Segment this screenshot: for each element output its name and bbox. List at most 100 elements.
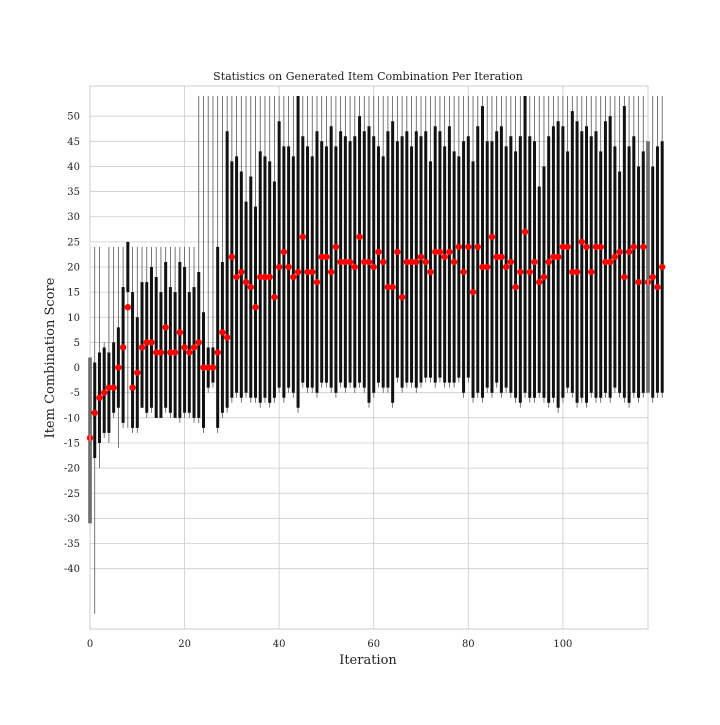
mean-marker <box>611 253 619 261</box>
mean-marker <box>460 268 467 276</box>
mean-marker <box>361 258 368 266</box>
mean-marker <box>569 268 576 276</box>
mean-marker <box>365 258 373 266</box>
mean-marker <box>157 349 165 356</box>
mean-marker <box>200 364 207 371</box>
y-tick-label: -15 <box>64 438 80 449</box>
mean-marker <box>436 248 444 256</box>
mean-marker <box>602 258 609 266</box>
mean-marker <box>323 253 330 261</box>
mean-marker <box>351 263 359 271</box>
mean-layer <box>86 228 666 442</box>
mean-marker <box>394 248 401 256</box>
mean-marker <box>214 349 221 356</box>
mean-marker <box>597 243 604 251</box>
y-tick-label: 25 <box>67 237 80 248</box>
mean-marker <box>521 228 529 236</box>
mean-marker <box>417 253 425 261</box>
mean-marker <box>257 273 264 281</box>
mean-marker <box>138 344 146 351</box>
mean-marker <box>233 273 240 281</box>
mean-marker <box>266 273 273 281</box>
mean-marker <box>96 394 103 401</box>
plot-frame <box>89 85 649 630</box>
y-tick-label: 15 <box>67 288 80 299</box>
mean-marker <box>408 258 415 266</box>
mean-marker <box>540 273 548 281</box>
y-tick-label: 20 <box>67 263 80 274</box>
mean-marker <box>649 273 656 281</box>
mean-marker <box>134 369 141 376</box>
mean-marker <box>469 288 477 296</box>
y-tick-label: -5 <box>70 388 80 399</box>
mean-marker <box>370 263 377 271</box>
mean-marker <box>479 263 486 271</box>
mean-marker <box>318 253 325 261</box>
mean-marker <box>616 248 623 256</box>
mean-marker <box>578 238 585 246</box>
mean-marker <box>621 273 628 281</box>
mean-marker <box>167 349 174 356</box>
mean-marker <box>261 273 269 281</box>
mean-marker <box>195 339 202 346</box>
mean-marker <box>205 364 212 371</box>
mean-marker <box>285 263 292 271</box>
mean-marker <box>252 304 259 311</box>
mean-marker <box>498 253 505 261</box>
mean-marker <box>356 233 363 241</box>
mean-marker <box>379 258 387 266</box>
mean-marker <box>171 349 179 356</box>
mean-marker <box>100 389 108 396</box>
mean-marker <box>181 344 188 351</box>
mean-marker <box>630 243 638 251</box>
y-tick-label: -25 <box>64 489 80 500</box>
mean-marker <box>115 364 122 371</box>
mean-marker <box>493 253 500 261</box>
mean-marker <box>304 268 311 276</box>
mean-marker <box>526 268 533 276</box>
mean-marker <box>413 258 420 266</box>
x-tick-label: 80 <box>462 639 475 650</box>
y-tick-label: -35 <box>64 539 80 550</box>
mean-marker <box>275 263 283 271</box>
mean-marker <box>564 243 571 251</box>
y-axis-title: Item Combination Score <box>43 277 58 438</box>
x-tick-label: 60 <box>367 639 380 650</box>
y-tick-label: 0 <box>74 363 80 374</box>
mean-marker <box>427 268 434 276</box>
mean-marker <box>228 253 236 261</box>
mean-marker <box>450 258 458 266</box>
y-tick-label: 50 <box>67 112 80 123</box>
mean-marker <box>517 268 524 276</box>
mean-marker <box>554 253 562 261</box>
mean-marker <box>223 334 231 341</box>
mean-marker <box>105 384 113 391</box>
mean-marker <box>403 258 411 266</box>
box-layer <box>88 96 664 524</box>
mean-marker <box>190 344 198 351</box>
mean-marker <box>441 253 448 261</box>
mean-marker <box>247 283 254 291</box>
mean-marker <box>313 278 321 286</box>
mean-marker <box>484 263 491 271</box>
mean-marker <box>573 268 581 276</box>
y-tick-label: -40 <box>64 564 80 575</box>
x-axis-title: Iteration <box>339 653 397 668</box>
y-tick-label: 40 <box>67 162 80 173</box>
y-tick-label: 5 <box>74 338 80 349</box>
mean-marker <box>110 384 117 391</box>
y-tick-label: 45 <box>67 137 80 148</box>
mean-marker <box>129 384 136 391</box>
mean-marker <box>389 283 396 291</box>
mean-marker <box>148 339 155 346</box>
y-tick-label: -20 <box>64 464 80 475</box>
mean-marker <box>309 268 316 276</box>
mean-marker <box>474 243 481 251</box>
y-tick-label: 35 <box>67 187 80 198</box>
mean-marker <box>488 233 496 241</box>
mean-marker <box>375 248 382 256</box>
mean-marker <box>422 258 429 266</box>
mean-marker <box>446 248 453 256</box>
mean-marker <box>327 268 335 276</box>
